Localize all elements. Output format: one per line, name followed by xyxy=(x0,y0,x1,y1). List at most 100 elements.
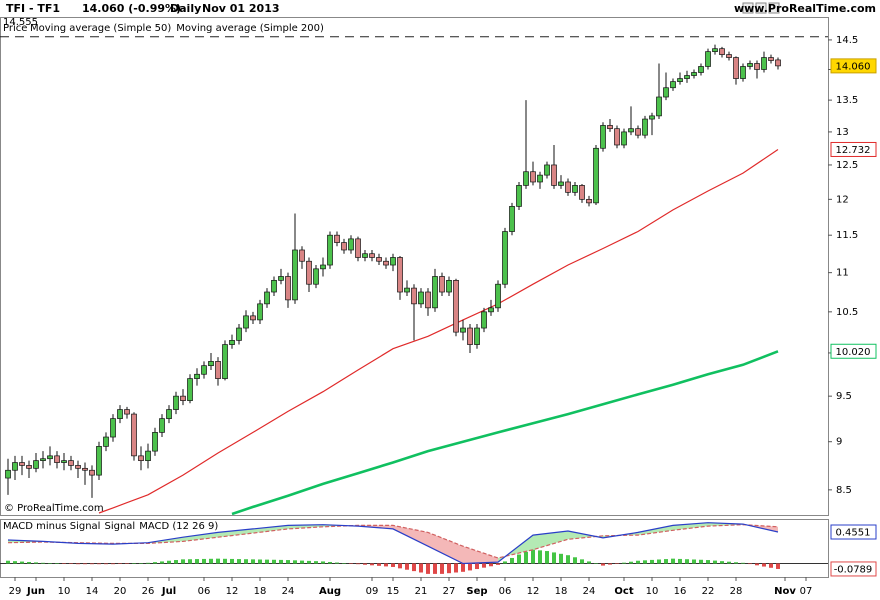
histogram-bar xyxy=(517,554,521,564)
candle-body xyxy=(250,315,256,321)
x-tick-label: 20 xyxy=(114,586,127,597)
histogram-bar xyxy=(132,563,136,564)
histogram-bar xyxy=(720,561,724,564)
candle-body xyxy=(117,409,123,419)
macd-panel xyxy=(0,519,829,578)
y-tick-label: 9.5 xyxy=(836,391,852,402)
y-tick-label: 13.5 xyxy=(836,95,858,106)
histogram-bar xyxy=(398,563,402,569)
histogram-bar xyxy=(538,550,542,564)
histogram-bar xyxy=(531,549,535,564)
x-tick-label: Aug xyxy=(319,586,341,597)
last-value-label-box xyxy=(830,141,877,157)
histogram-bar xyxy=(552,552,556,564)
histogram-bar xyxy=(174,560,178,564)
candle-body xyxy=(677,78,683,82)
candle-body xyxy=(691,72,697,76)
macd-fill xyxy=(393,525,428,547)
histogram-bar xyxy=(370,563,374,566)
x-tick-label: Oct xyxy=(614,586,633,597)
histogram-bar xyxy=(272,559,276,564)
price-plot xyxy=(0,36,828,515)
candle-body xyxy=(159,418,165,433)
macd-fill xyxy=(218,528,253,538)
candle-body xyxy=(432,276,438,309)
candle-body xyxy=(698,66,704,73)
x-tick-label: 22 xyxy=(702,586,715,597)
histogram-bar xyxy=(769,563,773,568)
candle-body xyxy=(726,54,732,58)
window-icon[interactable] xyxy=(755,2,767,14)
histogram-bar xyxy=(342,563,346,564)
histogram-bar xyxy=(321,561,325,564)
candle-body xyxy=(243,315,249,329)
candle-body xyxy=(383,260,389,266)
candle-body xyxy=(173,395,179,410)
histogram-bar xyxy=(776,563,780,569)
x-tick-label: 10 xyxy=(646,586,659,597)
candle-body xyxy=(75,465,81,469)
candle-body xyxy=(600,125,606,149)
histogram-bar xyxy=(97,563,101,565)
histogram-bar xyxy=(118,563,122,565)
macd-label-box xyxy=(830,524,877,540)
candle-body xyxy=(719,48,725,55)
candle-body xyxy=(194,373,200,379)
candle-body xyxy=(313,268,319,285)
histogram-label-box xyxy=(830,561,877,577)
histogram-bar xyxy=(377,563,381,566)
candle-body xyxy=(523,171,529,186)
candle-body xyxy=(61,460,67,463)
candle-body xyxy=(663,87,669,98)
candle-body xyxy=(215,361,221,379)
candle-body xyxy=(341,242,347,251)
candle-body xyxy=(26,465,32,469)
window-icon[interactable] xyxy=(742,2,754,14)
candle-body xyxy=(551,164,557,186)
histogram-bar xyxy=(314,561,318,564)
histogram-bar xyxy=(34,562,38,564)
candle-body xyxy=(369,253,375,258)
histogram-bar xyxy=(188,559,192,564)
histogram-bar xyxy=(27,561,31,564)
candle-body xyxy=(152,432,158,452)
histogram-bar xyxy=(90,563,94,565)
histogram-bar xyxy=(20,561,24,564)
window-icon[interactable] xyxy=(768,2,780,14)
histogram-bar xyxy=(167,560,171,564)
x-tick-label: 09 xyxy=(366,586,379,597)
candle-body xyxy=(19,462,25,466)
macd-fill xyxy=(253,525,288,534)
candle-body xyxy=(180,395,186,401)
candle-body xyxy=(425,291,431,309)
histogram-bar xyxy=(363,563,367,565)
candle-body xyxy=(89,469,95,476)
candle-body xyxy=(621,131,627,146)
histogram-label: -0.0789 xyxy=(834,564,873,575)
histogram-bar xyxy=(181,559,185,564)
candle-body xyxy=(628,128,634,133)
histogram-bar xyxy=(265,559,269,564)
histogram-bar xyxy=(195,559,199,564)
histogram-bar xyxy=(279,559,283,564)
y-tick-label: 13 xyxy=(836,127,849,138)
histogram-bar xyxy=(650,559,654,564)
macd-label: 0.4551 xyxy=(836,528,871,539)
candle-body xyxy=(222,344,228,379)
histogram-bar xyxy=(356,563,360,565)
y-tick-label: 8.5 xyxy=(836,485,852,496)
candle-body xyxy=(467,327,473,345)
high-label: 14.555 xyxy=(3,17,38,28)
candle-body xyxy=(271,279,277,293)
legend-entry: Signal xyxy=(104,521,135,532)
y-tick-label: 12 xyxy=(836,194,849,205)
histogram-bar xyxy=(48,563,52,564)
candle-body xyxy=(586,198,592,204)
candle-body xyxy=(439,276,445,293)
histogram-bar xyxy=(447,563,451,574)
candle-body xyxy=(138,455,144,461)
histogram-bar xyxy=(510,557,514,564)
candle-body xyxy=(264,291,270,305)
candle-body xyxy=(593,147,599,204)
